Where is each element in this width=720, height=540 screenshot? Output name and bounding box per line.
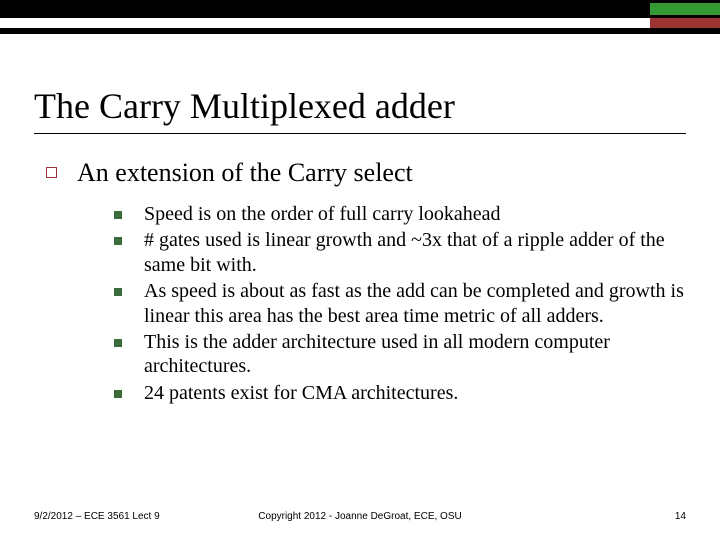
topbar-spacer [0,0,650,18]
footer-date-course: 9/2/2012 – ECE 3561 Lect 9 [34,511,160,523]
slide-title: The Carry Multiplexed adder [34,85,686,127]
bullet-level2-item: Speed is on the order of full carry look… [114,202,686,226]
title-underline [34,133,686,134]
bullet-level2-item: This is the adder architecture used in a… [114,330,686,379]
solid-square-bullet-icon [114,339,122,347]
level2-text: 24 patents exist for CMA architectures. [144,381,458,405]
solid-square-bullet-icon [114,211,122,219]
topbar-row-thin-black [0,28,720,34]
footer-page-number: 14 [675,511,686,522]
bullet-level2-item: As speed is about as fast as the add can… [114,279,686,328]
level2-text: This is the adder architecture used in a… [144,330,686,379]
open-square-bullet-icon [46,167,57,178]
level2-text: # gates used is linear growth and ~3x th… [144,228,686,277]
level2-text: As speed is about as fast as the add can… [144,279,686,328]
topbar-row-black [0,0,720,18]
slide-content: The Carry Multiplexed adder An extension… [34,85,686,407]
topbar-spacer [0,18,650,28]
level1-text: An extension of the Carry select [77,158,413,188]
decorative-top-bar [0,0,720,36]
bullet-level2-list: Speed is on the order of full carry look… [114,202,686,405]
topbar-row-white [0,18,720,28]
topbar-accent-maroon [650,18,720,28]
bullet-level1: An extension of the Carry select [46,158,686,188]
level2-text: Speed is on the order of full carry look… [144,202,501,226]
bullet-level2-item: 24 patents exist for CMA architectures. [114,381,686,405]
solid-square-bullet-icon [114,237,122,245]
solid-square-bullet-icon [114,288,122,296]
footer-copyright: Copyright 2012 - Joanne DeGroat, ECE, OS… [258,511,461,522]
bullet-level2-item: # gates used is linear growth and ~3x th… [114,228,686,277]
solid-square-bullet-icon [114,390,122,398]
topbar-accent-green [650,0,720,18]
slide-footer: 9/2/2012 – ECE 3561 Lect 9 Copyright 201… [34,511,686,523]
